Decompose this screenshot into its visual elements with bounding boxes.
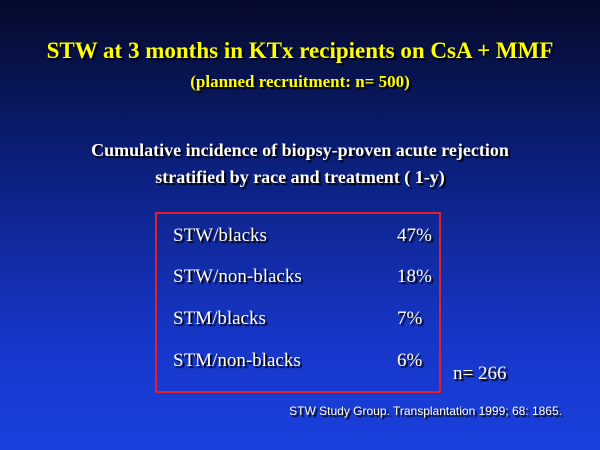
section-heading-line2: stratified by race and treatment ( 1-y) [155,167,445,187]
slide-title-part2: in KTx recipients on CsA + MMF [223,38,554,63]
result-group-label: STM/non-blacks [173,350,301,371]
result-group-label: STW/blacks [173,225,267,246]
results-box [155,212,441,393]
slide-title-part1: STW at 3 months [46,38,224,63]
result-value: 47% [397,225,432,246]
result-value: 18% [397,266,432,287]
slide-title: STW at 3 months in KTx recipients on CsA… [0,38,600,64]
sample-size-label: n= 266 [453,363,507,384]
result-group-label: STM/blacks [173,308,266,329]
slide-subtitle: (planned recruitment: n= 500) [190,72,410,91]
result-group-label: STW/non-blacks [173,266,302,287]
section-heading-line1: Cumulative incidence of biopsy-proven ac… [91,140,509,160]
result-value: 6% [397,350,423,371]
result-value: 7% [397,308,423,329]
citation-text: STW Study Group. Transplantation 1999; 6… [289,404,562,418]
